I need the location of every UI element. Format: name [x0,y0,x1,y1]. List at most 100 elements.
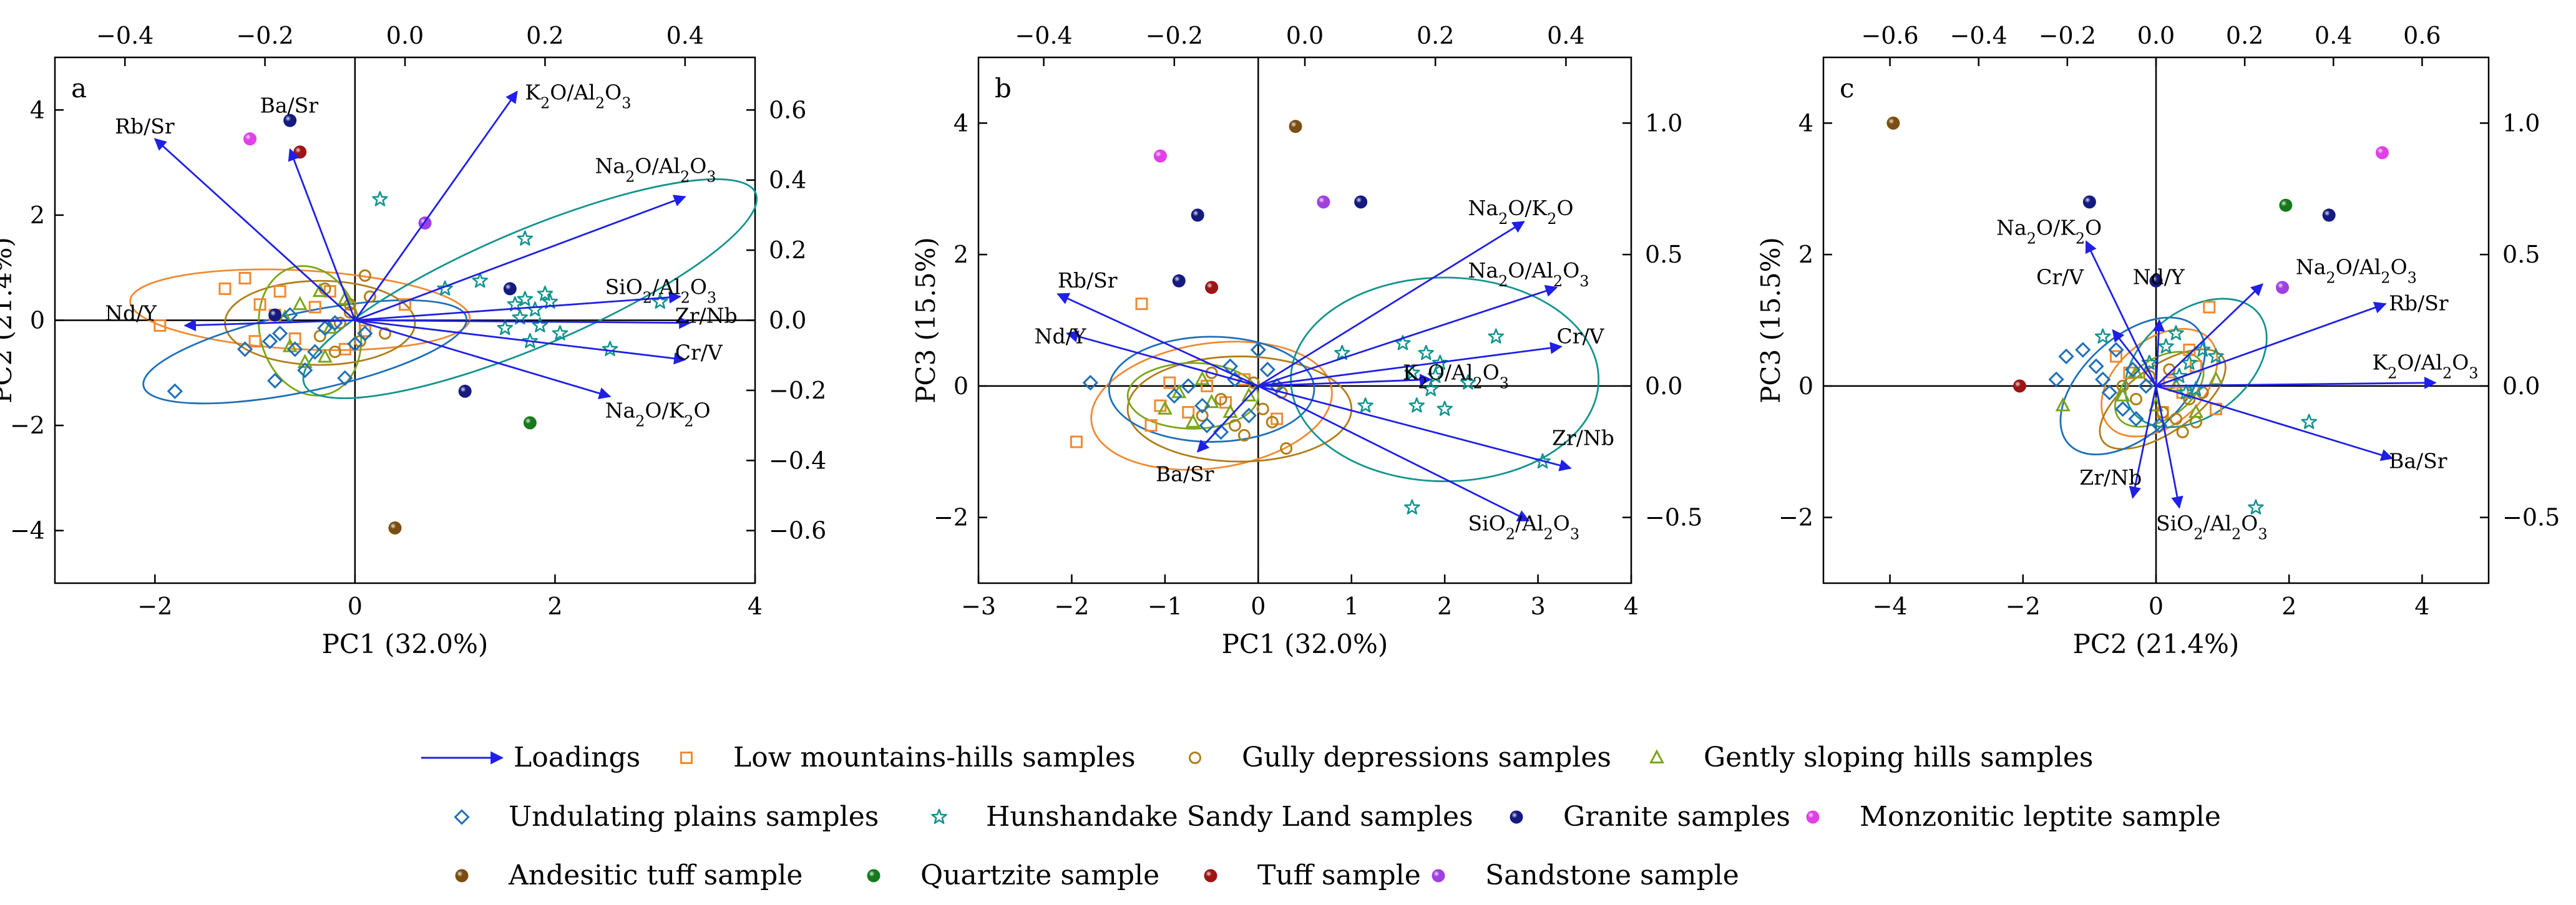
point-undulating-plains-samples [1250,342,1266,358]
point-undulating-plains-samples [272,325,288,342]
right-tick-label: −0.2 [769,377,826,404]
x-axis-label: PC1 (32.0%) [322,629,489,659]
legend-label: Monzonitic leptite sample [1860,801,2221,833]
loading-label-rb-sr: Rb/Sr [2389,291,2449,316]
legend-marker-quartzite-sample [867,869,881,883]
legend-marker-sandstone-sample [1432,869,1445,883]
point-low-mountains-hills-samples [218,282,232,295]
ellipse-gully-depressions-samples [224,279,416,366]
legend-item-granite-samples: Granite samples [1510,801,1790,833]
point-sandstone-sample [2276,281,2290,294]
point-gently-sloping-hills-samples [2129,364,2144,379]
point-hunshandake-sandy-land-samples [2168,325,2184,341]
x-tick-label: −2 [137,593,172,620]
point-granite-samples [268,308,282,322]
right-tick-label: 1.0 [1645,109,1682,137]
point-hunshandake-sandy-land-samples [437,280,453,296]
x-tick-label: 2 [2281,593,2296,620]
point-low-mountains-hills-samples [358,324,371,337]
loading-label-ba-sr: Ba/Sr [260,94,319,118]
legend-label: Andesitic tuff sample [508,859,803,891]
point-gently-sloping-hills-samples [297,354,313,368]
loading-label-nd-y: Nd/Y [2133,265,2185,289]
confidence-ellipses [129,178,758,405]
point-undulating-plains-samples [2115,401,2131,417]
right-tick-label: 0.0 [1645,372,1682,400]
x-tick-label: 0 [1251,593,1266,620]
point-granite-samples [1191,208,1204,222]
point-low-mountains-hills-samples [308,301,321,314]
point-quartzite-sample [2279,198,2293,212]
right-tick-label: 0.0 [2502,372,2540,400]
point-hunshandake-sandy-land-samples [2158,338,2174,354]
point-gully-depressions-samples [1196,409,1209,422]
legend-marker-tuff-sample [1204,869,1217,883]
point-low-mountains-hills-samples [2110,350,2123,363]
point-gully-depressions-samples [1205,366,1218,379]
point-undulating-plains-samples [1166,388,1183,404]
point-gully-depressions-samples [1214,392,1227,405]
point-hunshandake-sandy-land-samples [1488,328,1504,344]
point-gully-depressions-samples [1256,402,1269,415]
sample-points [1070,120,1551,515]
loading-label-na2o-al2o3: Na2O/Al2O3 [2296,255,2417,287]
x-tick-label: 0 [348,593,363,620]
point-hunshandake-sandy-land-samples [652,293,668,309]
point-low-mountains-hills-samples [1144,419,1158,432]
point-hunshandake-sandy-land-samples [2095,328,2111,344]
point-gully-depressions-samples [2163,363,2176,376]
point-low-mountains-hills-samples [1135,298,1148,311]
top-tick-label: 0.0 [386,22,424,49]
point-hunshandake-sandy-land-samples [497,319,514,336]
point-gently-sloping-hills-samples [2055,397,2071,412]
point-undulating-plains-samples [261,333,278,349]
top-tick-label: −0.2 [1146,22,1203,49]
loading-arrow-zr-nb [2129,385,2157,499]
loading-arrow-zr-nb [1257,385,1572,472]
top-tick-label: 0.2 [1417,22,1454,49]
loading-arrow-na2o-al2o3 [354,195,686,321]
ellipse-low-mountains-hills-samples [1090,341,1333,471]
y-tick-label: 0 [1798,372,1813,400]
point-undulating-plains-samples [317,320,333,336]
y-tick-label: 2 [1798,241,1813,268]
top-tick-label: 0.4 [666,22,704,49]
right-tick-label: 0.6 [769,96,806,123]
loading-arrow-zr-nb [354,316,691,329]
top-tick-label: 0.6 [2403,22,2441,49]
point-undulating-plains-samples [337,370,353,386]
loading-label-na2o-al2o3: Na2O/Al2O3 [1468,258,1589,290]
loading-label-na2o-al2o3: Na2O/Al2O3 [595,153,716,185]
point-gently-sloping-hills-samples [292,296,308,311]
y-tick-label: −2 [934,504,968,531]
point-gully-depressions-samples [2169,412,2182,425]
x-tick-label: 4 [2414,593,2429,620]
y-tick-label: −2 [1778,504,1813,531]
y-tick-label: 0 [30,307,45,334]
top-tick-label: −0.2 [2039,22,2096,49]
loading-label-ba-sr: Ba/Sr [2389,449,2447,473]
point-low-mountains-hills-samples [154,319,167,332]
point-andesitic-tuff-sample [1289,120,1302,133]
loading-arrow-rb-sr [154,138,356,321]
loading-label-cr-v: Cr/V [1556,324,1604,348]
top-tick-label: 0.4 [1547,22,1584,49]
legend-item-tuff-sample: Tuff sample [1204,859,1421,891]
confidence-ellipses [2059,298,2268,456]
point-gully-depressions-samples [1228,419,1241,432]
loading-label-ba-sr: Ba/Sr [1156,462,1214,486]
top-tick-label: 0.0 [1286,22,1324,49]
loading-label-na2o-k2o: Na2O/K2O [1996,216,2102,248]
point-low-mountains-hills-samples [399,298,411,311]
loading-arrow-cr-v [2112,329,2157,387]
point-low-mountains-hills-samples [1163,376,1176,389]
loading-arrow-sio2-al2o3 [1257,385,1530,522]
top-tick-label: −0.4 [96,22,154,49]
right-tick-label: −0.6 [769,517,826,544]
point-gully-depressions-samples [328,346,341,359]
right-tick-label: 0.4 [769,167,806,194]
x-tick-label: 2 [547,593,562,620]
point-gently-sloping-hills-samples [2208,370,2223,385]
point-undulating-plains-samples [1241,407,1257,423]
legend-item-monzonitic-leptite-sample: Monzonitic leptite sample [1806,801,2221,833]
